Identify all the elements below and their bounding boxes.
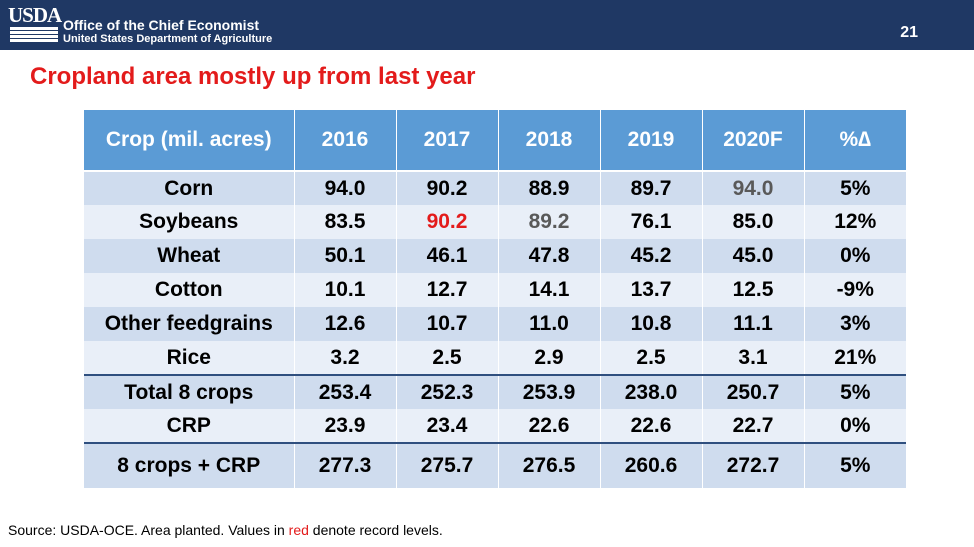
table-row: Rice 3.2 2.5 2.9 2.5 3.1 21%	[84, 341, 906, 375]
usda-logo-text: USDA	[8, 3, 62, 27]
value-cell: 22.7	[702, 409, 805, 444]
value-cell: 83.5	[294, 205, 397, 239]
value-cell: 76.1	[600, 205, 703, 239]
crop-name-cell: Soybeans	[84, 205, 295, 239]
value-cell: 23.4	[396, 409, 499, 444]
crop-name-cell: Other feedgrains	[84, 307, 295, 341]
value-cell: 5%	[804, 374, 906, 409]
value-cell: 11.0	[498, 307, 601, 341]
source-text-end: denote record levels.	[308, 522, 443, 538]
value-cell: 238.0	[600, 374, 703, 409]
crop-name-cell: Wheat	[84, 239, 295, 273]
header-2019: 2019	[600, 110, 703, 171]
value-cell: 12.6	[294, 307, 397, 341]
value-cell: 46.1	[396, 239, 499, 273]
value-cell: 5%	[804, 170, 906, 205]
value-cell: 253.9	[498, 374, 601, 409]
crop-name-cell: Corn	[84, 170, 295, 205]
value-cell: 260.6	[600, 443, 703, 488]
value-cell: 94.0	[294, 170, 397, 205]
value-cell: 21%	[804, 341, 906, 375]
header-2020f: 2020F	[702, 110, 805, 171]
value-cell: 45.0	[702, 239, 805, 273]
value-cell: 3.1	[702, 341, 805, 375]
value-cell: 3%	[804, 307, 906, 341]
value-cell: 2.9	[498, 341, 601, 375]
value-cell: 272.7	[702, 443, 805, 488]
table-row: Other feedgrains 12.6 10.7 11.0 10.8 11.1 3%	[84, 307, 906, 341]
value-cell: 250.7	[702, 374, 805, 409]
table-row: Cotton 10.1 12.7 14.1 13.7 12.5 -9%	[84, 273, 906, 307]
value-cell: 23.9	[294, 409, 397, 444]
org-title: Office of the Chief Economist	[63, 17, 260, 33]
value-cell: 45.2	[600, 239, 703, 273]
value-cell: 13.7	[600, 273, 703, 307]
value-cell: 22.6	[600, 409, 703, 444]
value-cell: 0%	[804, 409, 906, 444]
source-text: Source: USDA-OCE. Area planted. Values i…	[8, 522, 289, 538]
value-cell: 50.1	[294, 239, 397, 273]
value-cell: 85.0	[702, 205, 805, 239]
value-cell: -9%	[804, 273, 906, 307]
table-row: CRP 23.9 23.4 22.6 22.6 22.7 0%	[84, 409, 906, 444]
value-cell: 5%	[804, 443, 906, 488]
source-note: Source: USDA-OCE. Area planted. Values i…	[8, 522, 443, 538]
table-row: Total 8 crops 253.4 252.3 253.9 238.0 250.7 5%	[84, 374, 906, 409]
crop-name-cell: 8 crops + CRP	[84, 443, 295, 488]
crop-name-cell: Cotton	[84, 273, 295, 307]
slide-title: Cropland area mostly up from last year	[30, 63, 476, 90]
value-cell: 0%	[804, 239, 906, 273]
value-cell: 252.3	[396, 374, 499, 409]
value-cell: 3.2	[294, 341, 397, 375]
header-2016: 2016	[294, 110, 397, 171]
value-cell: 253.4	[294, 374, 397, 409]
value-cell: 12.5	[702, 273, 805, 307]
table-body: Corn 94.0 90.2 88.9 89.7 94.0 5% Soybeans 83.5 90…	[84, 170, 906, 488]
value-cell: 11.1	[702, 307, 805, 341]
value-cell: 90.2	[396, 205, 499, 239]
usda-logo: USDA	[8, 3, 62, 47]
value-cell: 2.5	[396, 341, 499, 375]
value-cell: 10.8	[600, 307, 703, 341]
value-cell: 47.8	[498, 239, 601, 273]
value-cell: 89.7	[600, 170, 703, 205]
value-cell: 94.0	[702, 170, 805, 205]
table-row: Wheat 50.1 46.1 47.8 45.2 45.0 0%	[84, 239, 906, 273]
table-row: Soybeans 83.5 90.2 89.2 76.1 85.0 12%	[84, 205, 906, 239]
slide-number: 21	[900, 24, 918, 41]
header-bar: USDA Office of the Chief Economist Unite…	[0, 0, 974, 50]
crop-name-cell: CRP	[84, 409, 295, 444]
header-crop: Crop (mil. acres)	[84, 110, 295, 171]
value-cell: 10.7	[396, 307, 499, 341]
value-cell: 88.9	[498, 170, 601, 205]
table-row: Corn 94.0 90.2 88.9 89.7 94.0 5%	[84, 170, 906, 205]
value-cell: 90.2	[396, 170, 499, 205]
value-cell: 276.5	[498, 443, 601, 488]
value-cell: 10.1	[294, 273, 397, 307]
table-row: 8 crops + CRP 277.3 275.7 276.5 260.6 272.7 5%	[84, 443, 906, 488]
crop-name-cell: Rice	[84, 341, 295, 375]
crop-name-cell: Total 8 crops	[84, 374, 295, 409]
header-2018: 2018	[498, 110, 601, 171]
value-cell: 12.7	[396, 273, 499, 307]
value-cell: 277.3	[294, 443, 397, 488]
value-cell: 12%	[804, 205, 906, 239]
value-cell: 89.2	[498, 205, 601, 239]
header-pct-change: %∆	[804, 110, 906, 171]
value-cell: 22.6	[498, 409, 601, 444]
value-cell: 14.1	[498, 273, 601, 307]
org-subtitle: United States Department of Agriculture	[63, 33, 273, 45]
value-cell: 2.5	[600, 341, 703, 375]
crop-area-table: Crop (mil. acres) 2016 2017 2018 2019 20…	[84, 110, 906, 488]
value-cell: 275.7	[396, 443, 499, 488]
table-header-row: Crop (mil. acres) 2016 2017 2018 2019 20…	[84, 110, 906, 171]
usda-logo-stripes	[10, 27, 58, 45]
header-2017: 2017	[396, 110, 499, 171]
source-red-word: red	[288, 522, 309, 538]
